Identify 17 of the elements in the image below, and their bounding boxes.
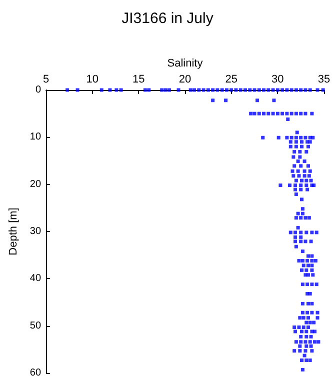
y-axis-title: Depth [m] [8, 208, 20, 256]
y-tick-label: 20 [30, 178, 42, 190]
x-axis-title: Salinity [167, 58, 204, 70]
x-tick-label: 20 [178, 74, 192, 86]
y-tick-label: 50 [30, 320, 42, 332]
x-tick-label: 35 [318, 74, 330, 86]
y-tick-label: 40 [30, 273, 42, 284]
y-tick-label: 60 [30, 368, 42, 378]
x-tick-label: 30 [272, 74, 284, 86]
x-tick-label: 10 [86, 74, 98, 86]
y-tick-label: 30 [30, 226, 42, 237]
x-tick-label: 25 [225, 74, 238, 86]
chart-title: JI3166 in July [122, 10, 214, 27]
y-tick-label: 10 [30, 132, 42, 143]
x-tick-label: 15 [132, 74, 145, 86]
x-tick-label: 5 [42, 74, 50, 86]
y-tick-label: 0 [35, 84, 42, 96]
